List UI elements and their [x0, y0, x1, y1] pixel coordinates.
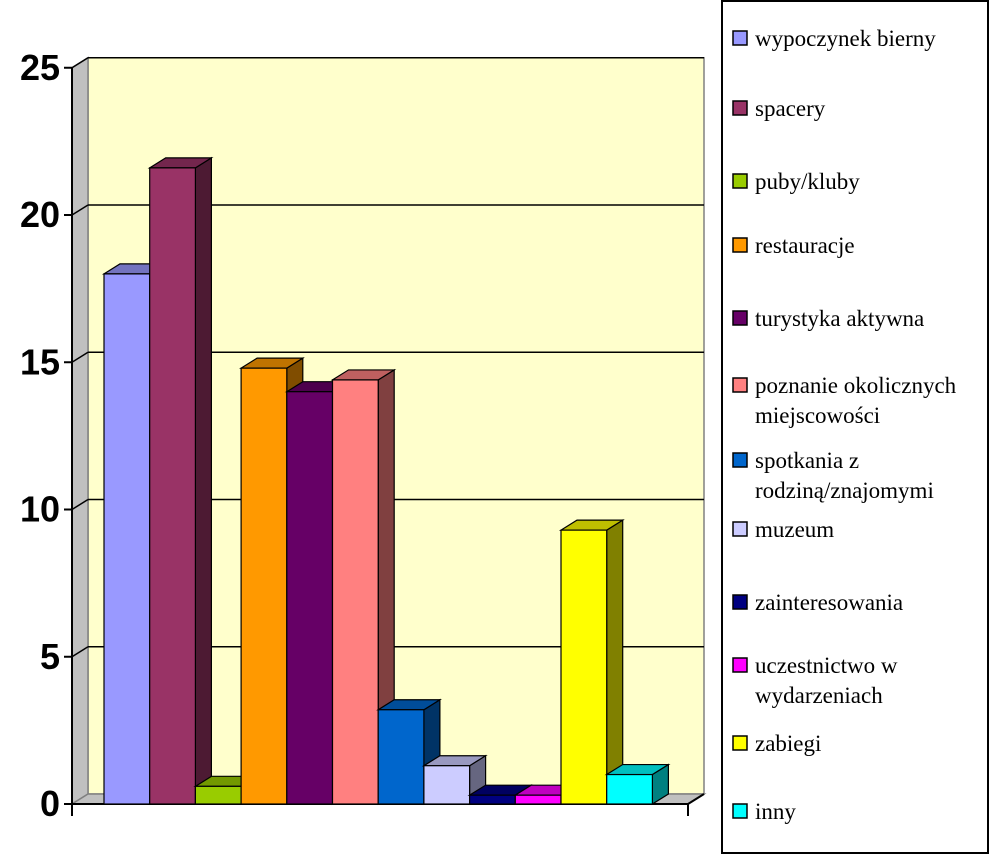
legend-item-10: uczestnictwo w wydarzeniach — [732, 653, 898, 708]
legend-item-9: zainteresowania — [732, 590, 903, 615]
bar-front — [286, 391, 334, 805]
legend-item-5: turystyka aktywna — [732, 306, 924, 331]
bar-front — [423, 765, 471, 805]
bars — [101, 156, 671, 806]
legend-swatch — [732, 594, 748, 610]
legend-item-4: restauracje — [732, 233, 855, 258]
legend-swatch — [732, 237, 748, 253]
legend-label: poznanie okolicznych — [755, 373, 957, 398]
legend-item-7: spotkania z rodziną/znajomymi — [732, 448, 934, 503]
gridline-side — [71, 498, 89, 511]
legend-label: spacery — [755, 96, 826, 121]
legend-label: muzeum — [755, 517, 834, 542]
legend-item-1: wypoczynek bierny — [732, 26, 936, 51]
y-tick-label: 5 — [40, 636, 60, 677]
gridline-side — [71, 351, 89, 363]
legend-item-8: muzeum — [732, 517, 834, 542]
legend-box — [721, 0, 989, 854]
gridline-side — [71, 204, 89, 216]
bar-side — [606, 519, 624, 806]
legend-item-6: poznanie okolicznych miejscowości — [732, 373, 957, 428]
y-tick-label: 25 — [20, 47, 60, 88]
legend-swatch — [732, 377, 748, 393]
bar-8 — [421, 754, 488, 806]
bar-12 — [604, 763, 671, 806]
bar-front — [194, 785, 242, 805]
bar-front — [377, 709, 425, 805]
bar-front — [331, 379, 379, 805]
legend-swatch — [732, 657, 748, 673]
legend-label: inny — [755, 799, 796, 824]
bar-front — [469, 794, 516, 805]
legend-label: restauracje — [755, 233, 855, 258]
bar-front — [103, 273, 151, 805]
legend-swatch — [732, 100, 748, 116]
legend-swatch — [732, 803, 748, 819]
gridline-side — [71, 57, 89, 69]
legend-item-12: inny — [732, 799, 796, 824]
y-tick-label: 10 — [20, 489, 60, 530]
legend-label: wypoczynek bierny — [755, 26, 936, 51]
legend-label: rodziną/znajomymi — [755, 478, 934, 503]
x-axis-depth-line — [687, 793, 705, 805]
legend-swatch — [732, 173, 748, 189]
legend-swatch — [732, 30, 748, 46]
bar-front — [149, 167, 196, 805]
legend-swatch — [732, 452, 748, 468]
legend-label: miejscowości — [755, 403, 880, 428]
legend-item-2: spacery — [732, 96, 826, 121]
legend-label: zainteresowania — [755, 590, 903, 615]
legend-label: spotkania z — [755, 448, 859, 473]
bar-front — [606, 773, 654, 805]
y-tick-label: 15 — [20, 341, 60, 382]
bar-6 — [330, 368, 397, 806]
legend-item-3: puby/kluby — [732, 169, 860, 194]
y-tick-label: 0 — [40, 783, 60, 824]
legend-swatch — [732, 310, 748, 326]
bar-2 — [147, 156, 214, 806]
y-tick-label: 20 — [20, 194, 60, 235]
bar-side — [194, 156, 212, 806]
bar-front — [240, 367, 288, 805]
bar-front — [560, 529, 608, 805]
legend-label: zabiegi — [755, 731, 821, 756]
bar-front — [514, 794, 562, 805]
legend-label: puby/kluby — [755, 169, 860, 194]
legend: wypoczynek bierny spacery puby/kluby restau… — [721, 0, 989, 854]
side-wall — [71, 56, 89, 806]
bar-11 — [558, 519, 625, 806]
legend-label: turystyka aktywna — [755, 306, 924, 331]
legend-label: wydarzeniach — [755, 683, 883, 708]
legend-label: uczestnictwo w — [755, 653, 898, 678]
legend-swatch — [732, 735, 748, 751]
legend-swatch — [732, 521, 748, 537]
gridline-side — [71, 646, 89, 658]
legend-item-11: zabiegi — [732, 731, 821, 756]
